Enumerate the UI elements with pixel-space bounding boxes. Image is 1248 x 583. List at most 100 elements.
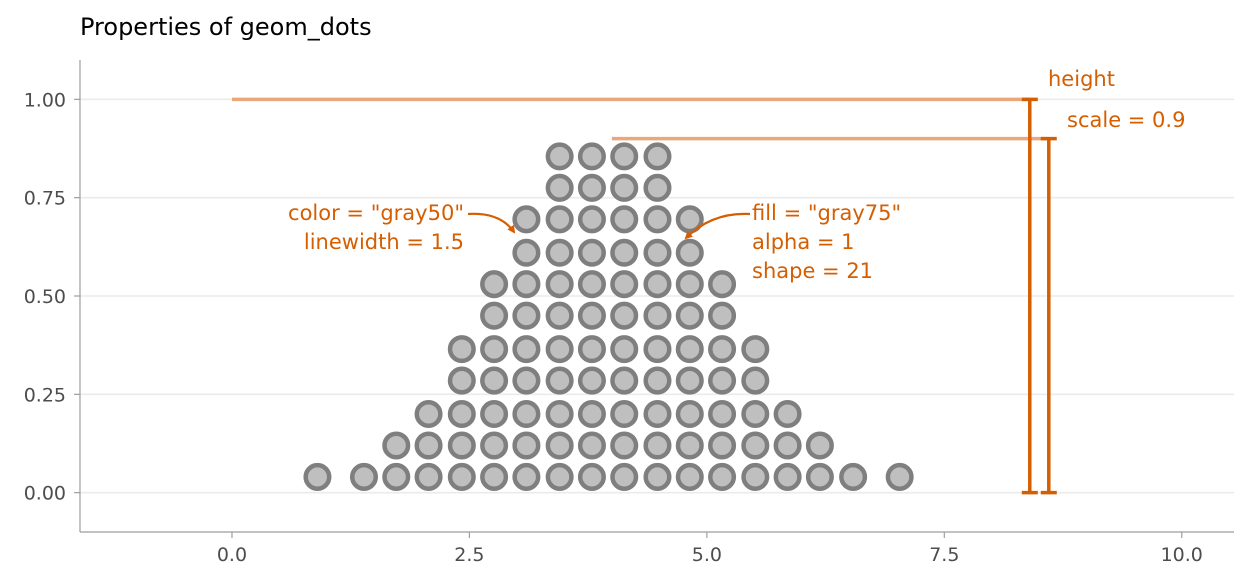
dot-57	[545, 335, 574, 364]
dot-12	[708, 462, 737, 491]
dot-51	[675, 366, 704, 395]
dot-0	[303, 462, 332, 491]
dot-64	[480, 301, 509, 330]
dot-85	[675, 238, 704, 267]
dot-47	[545, 366, 574, 395]
dot-18	[382, 431, 411, 460]
dot-31	[805, 431, 834, 460]
dot-10	[643, 462, 672, 491]
dot-55	[480, 335, 509, 364]
dot-92	[545, 173, 574, 202]
dot-66	[545, 301, 574, 330]
dot-9	[610, 462, 639, 491]
dot-14	[773, 462, 802, 491]
dot-78	[675, 270, 704, 299]
dots-layer	[303, 142, 914, 491]
dot-32	[414, 399, 443, 429]
dot-23	[545, 431, 574, 460]
dot-56	[512, 335, 541, 364]
dot-75	[577, 270, 606, 299]
dot-80	[512, 238, 541, 267]
dot-34	[480, 399, 509, 429]
dot-3	[414, 462, 443, 491]
dot-53	[741, 366, 770, 395]
scale-label: scale = 0.9	[1067, 108, 1185, 132]
dot-96	[545, 142, 574, 171]
dot-97	[577, 142, 606, 171]
dot-16	[839, 462, 868, 491]
dot-76	[610, 270, 639, 299]
height-scale-brackets	[1021, 97, 1057, 495]
left-annotation-arrow	[467, 212, 516, 234]
x-tick-label-3: 7.5	[929, 544, 959, 566]
dot-11	[675, 462, 704, 491]
dot-45	[480, 366, 509, 395]
y-tick-label-2: 0.50	[24, 286, 66, 308]
dot-94	[610, 173, 639, 202]
x-axis-ticks: 0.0 2.5 5.0 7.5 10.0	[217, 532, 1203, 566]
chart-title: Properties of geom_dots	[80, 13, 372, 41]
dot-87	[545, 205, 574, 234]
dot-71	[708, 301, 737, 330]
dot-28	[708, 431, 737, 460]
height-label: height	[1048, 67, 1115, 91]
dot-13	[741, 462, 770, 491]
dot-93	[577, 173, 606, 202]
dot-67	[577, 301, 606, 330]
dot-52	[708, 366, 737, 395]
dot-44	[447, 366, 476, 395]
dot-39	[643, 399, 672, 429]
dot-88	[577, 205, 606, 234]
dot-98	[610, 142, 639, 171]
dot-20	[447, 431, 476, 460]
dot-33	[447, 399, 476, 429]
dot-86	[512, 205, 541, 234]
dot-21	[480, 431, 509, 460]
dot-38	[610, 399, 639, 429]
dot-50	[643, 366, 672, 395]
dot-61	[675, 335, 704, 364]
dot-5	[480, 462, 509, 491]
x-tick-label-0: 0.0	[217, 544, 247, 566]
dot-15	[805, 462, 834, 491]
dot-74	[545, 270, 574, 299]
dot-82	[577, 238, 606, 267]
dot-24	[577, 431, 606, 460]
dot-4	[447, 462, 476, 491]
dot-41	[708, 399, 737, 429]
dot-68	[610, 301, 639, 330]
dot-7	[545, 462, 574, 491]
dot-84	[643, 238, 672, 267]
dot-95	[643, 173, 672, 202]
x-tick-label-2: 5.0	[692, 544, 722, 566]
dot-29	[741, 431, 770, 460]
dot-89	[610, 205, 639, 234]
dot-90	[643, 205, 672, 234]
x-tick-label-4: 10.0	[1161, 544, 1203, 566]
shape-annotation: shape = 21	[752, 259, 873, 283]
dot-79	[708, 270, 737, 299]
dot-72	[480, 270, 509, 299]
reference-lines	[231, 97, 1049, 141]
dot-65	[512, 301, 541, 330]
dot-1	[349, 462, 379, 491]
dot-43	[773, 399, 802, 429]
dot-35	[512, 399, 541, 429]
y-tick-label-3: 0.75	[24, 188, 66, 210]
dot-26	[643, 431, 672, 460]
dot-83	[610, 238, 639, 267]
dot-77	[643, 270, 672, 299]
dot-6	[512, 462, 541, 491]
dot-62	[708, 335, 737, 364]
y-tick-label-1: 0.25	[24, 384, 66, 406]
dot-8	[577, 462, 606, 491]
dot-27	[675, 431, 704, 460]
right-annotation-arrow	[684, 212, 751, 240]
dot-48	[577, 366, 606, 395]
dot-49	[610, 366, 639, 395]
dot-70	[675, 301, 704, 330]
y-tick-label-0: 0.00	[24, 483, 66, 505]
x-tick-label-1: 2.5	[454, 544, 484, 566]
dot-42	[741, 399, 770, 429]
